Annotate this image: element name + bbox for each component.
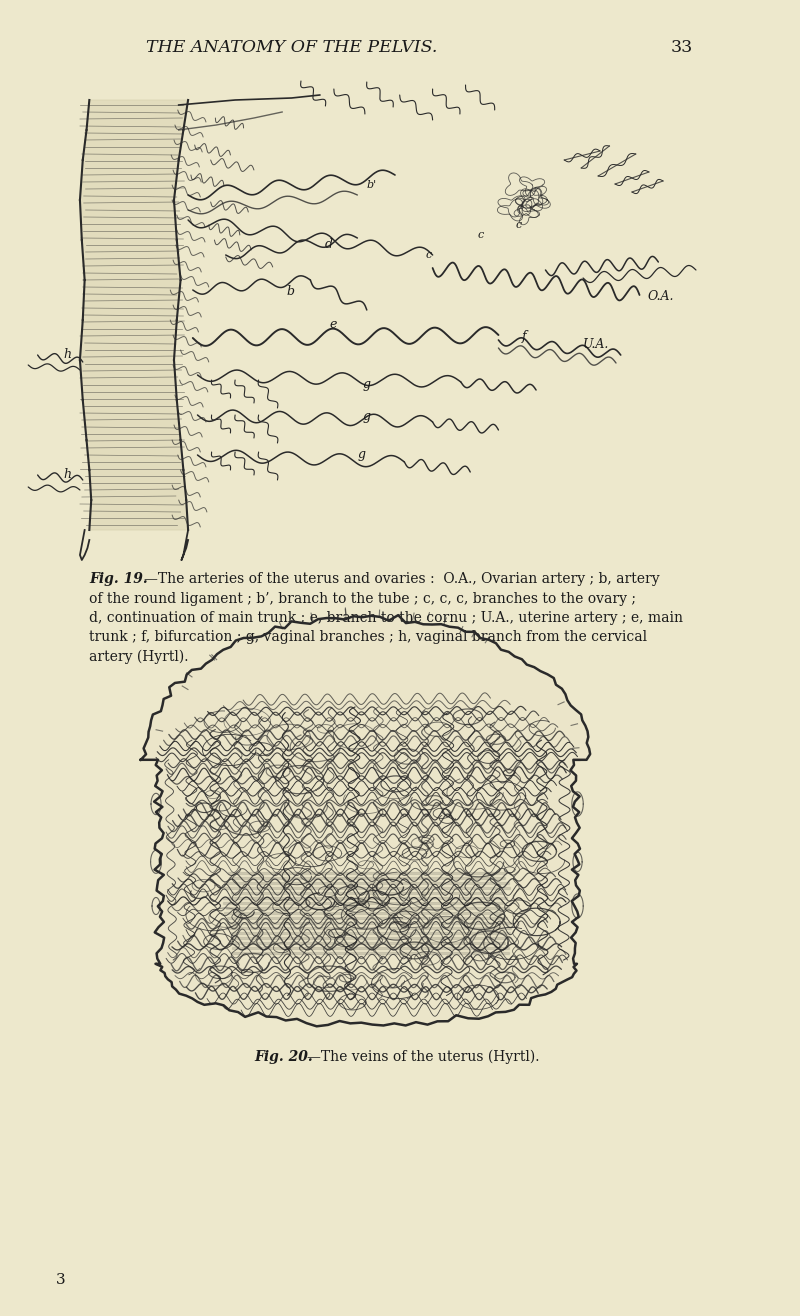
Text: 3: 3 (56, 1273, 66, 1287)
Text: c: c (478, 230, 484, 240)
Text: —The veins of the uterus (Hyrtl).: —The veins of the uterus (Hyrtl). (306, 1050, 539, 1065)
Text: g: g (358, 447, 366, 461)
Text: h: h (64, 468, 72, 482)
Text: d: d (325, 238, 333, 251)
Text: f: f (522, 330, 526, 343)
Text: g: g (362, 411, 370, 422)
Text: trunk ; f, bifurcation ; g, vaginal branches ; h, vaginal branch from the cervic: trunk ; f, bifurcation ; g, vaginal bran… (90, 630, 647, 645)
Polygon shape (141, 615, 590, 1026)
Text: O.A.: O.A. (647, 290, 674, 303)
Text: c: c (515, 220, 522, 230)
Text: of the round ligament ; b’, branch to the tube ; c, c, c, branches to the ovary : of the round ligament ; b’, branch to th… (90, 591, 636, 605)
Text: c: c (425, 250, 431, 261)
Text: b': b' (366, 180, 377, 190)
Text: d, continuation of main trunk ; e, branch to the cornu ; U.A., uterine artery ; : d, continuation of main trunk ; e, branc… (90, 611, 683, 625)
Text: g: g (362, 378, 370, 391)
Text: 33: 33 (670, 39, 693, 57)
Text: h: h (64, 347, 72, 361)
Text: e: e (329, 318, 337, 332)
Text: artery (Hyrtl).: artery (Hyrtl). (90, 650, 189, 665)
Text: —The arteries of the uterus and ovaries :  O.A., Ovarian artery ; b, artery: —The arteries of the uterus and ovaries … (144, 572, 659, 586)
Text: Fig. 20.: Fig. 20. (254, 1050, 313, 1065)
Text: Fig. 19.: Fig. 19. (90, 572, 148, 586)
Text: THE ANATOMY OF THE PELVIS.: THE ANATOMY OF THE PELVIS. (146, 39, 438, 57)
Text: b: b (287, 286, 295, 297)
Text: U.A.: U.A. (583, 338, 610, 351)
Polygon shape (80, 100, 188, 530)
